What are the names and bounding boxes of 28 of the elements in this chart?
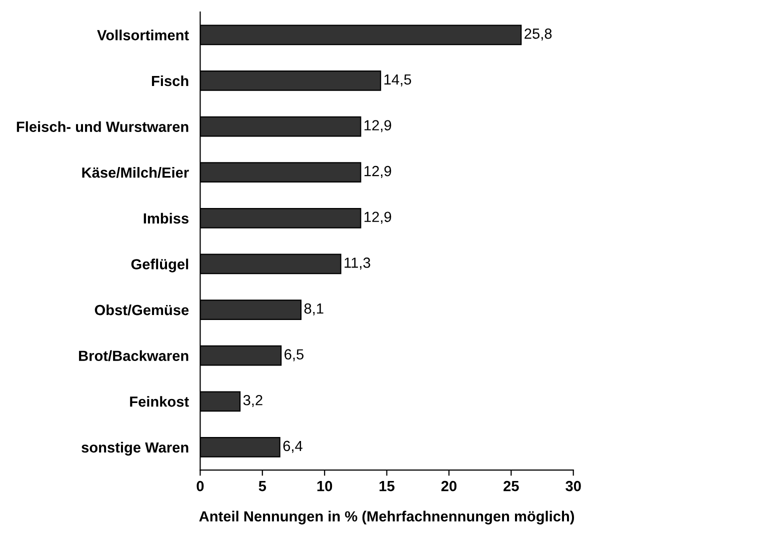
x-tick-label: 15 [380, 481, 394, 492]
data-label: 12,9 [364, 212, 392, 224]
y-tick-label: Brot/Backwaren [79, 350, 188, 362]
x-axis-title: Anteil Nennungen in % (Mehrfachnennungen möglich) [199, 510, 574, 524]
data-label: 8,1 [304, 303, 324, 316]
data-label: 12,9 [364, 166, 392, 178]
x-tick-label: 20 [441, 480, 456, 492]
x-tick-label: 30 [566, 480, 581, 492]
x-tick-label: 25 [504, 480, 519, 492]
data-label: 11,3 [344, 258, 370, 270]
y-tick-label: Obst/Gemüse [94, 304, 189, 316]
x-tick-label: 5 [258, 481, 266, 492]
data-label: 6,5 [284, 349, 304, 362]
y-tick-label: Imbiss [144, 212, 188, 224]
y-tick-label: Fleisch- und Wurstwaren [16, 121, 188, 132]
y-tick-label: sonstige Waren [82, 442, 188, 456]
x-tick-label: 10 [317, 480, 332, 492]
data-label: 12,9 [364, 120, 392, 132]
data-label: 25,8 [524, 28, 552, 41]
y-tick-label: Geflügel [131, 258, 188, 272]
data-label: 6,4 [283, 440, 302, 453]
y-tick-label: Käse/Milch/Eier [82, 167, 189, 178]
y-tick-label: Fisch [152, 75, 188, 86]
y-tick-label: Feinkost [130, 396, 189, 407]
data-label: 3,2 [243, 394, 262, 408]
y-tick-label: Vollsortiment [97, 30, 189, 40]
x-tick-label: 0 [196, 480, 204, 492]
data-label: 14,5 [384, 74, 412, 86]
